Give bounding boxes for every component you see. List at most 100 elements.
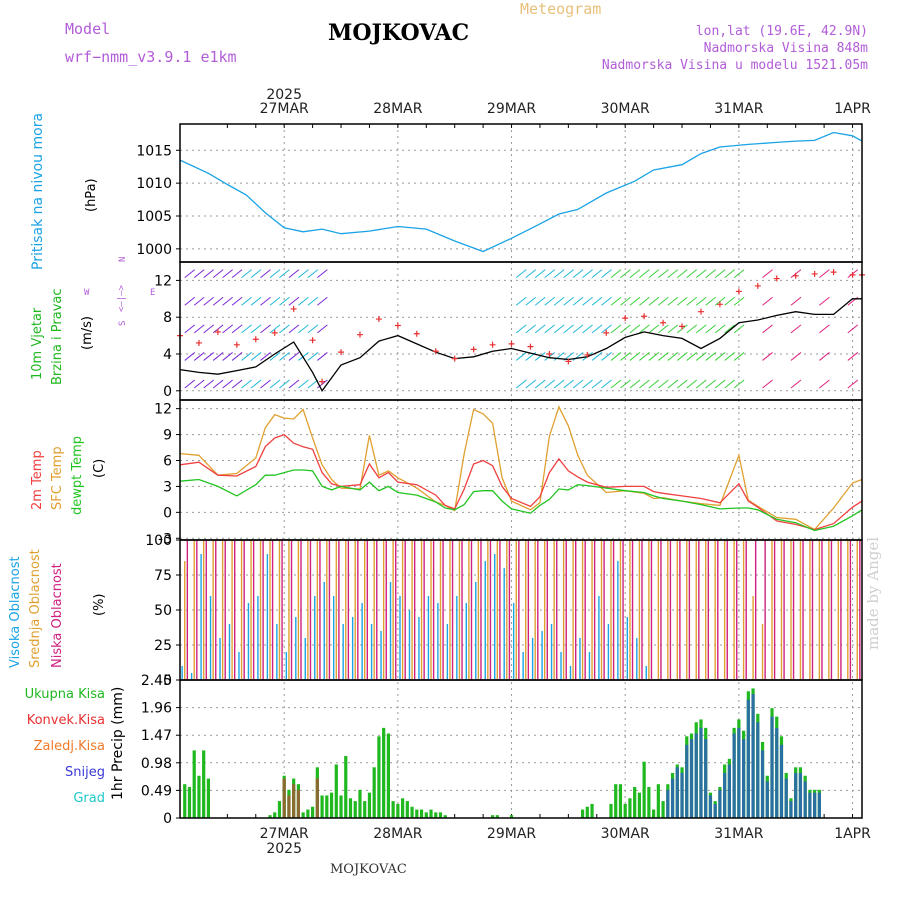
wind-barb bbox=[676, 296, 688, 306]
wind-barb bbox=[744, 297, 754, 305]
gust-marker bbox=[849, 271, 856, 278]
wind-barb bbox=[705, 296, 717, 306]
wind-barb bbox=[667, 296, 679, 306]
precip-bar bbox=[344, 756, 348, 818]
wind-barb bbox=[459, 325, 469, 333]
wind-barb bbox=[403, 297, 413, 305]
precip-bar bbox=[410, 806, 414, 818]
wind-barb bbox=[317, 269, 328, 279]
wind-barb bbox=[733, 379, 745, 389]
wind-barb bbox=[572, 379, 584, 389]
wind-barb bbox=[298, 269, 309, 279]
wind-barb bbox=[507, 380, 517, 388]
wind-barb bbox=[422, 380, 432, 388]
wind-barb bbox=[800, 270, 810, 278]
wind-barb bbox=[497, 270, 507, 278]
wind-barb bbox=[450, 380, 460, 388]
gust-marker bbox=[660, 319, 667, 326]
precip-bar bbox=[334, 764, 338, 818]
wind-barb bbox=[488, 325, 498, 333]
wind-barb bbox=[601, 379, 612, 389]
wind-barb bbox=[384, 380, 394, 388]
wind-barb bbox=[714, 379, 726, 389]
wind-barb bbox=[790, 379, 802, 389]
precip-bar bbox=[268, 815, 272, 818]
wind-barb bbox=[810, 325, 820, 333]
y-tick-label: 0.49 bbox=[141, 783, 172, 799]
wind-barb bbox=[534, 352, 546, 361]
wind-barb bbox=[355, 380, 365, 388]
precip-bar bbox=[490, 815, 495, 818]
wind-barb bbox=[507, 270, 517, 278]
wind-barb bbox=[762, 352, 773, 361]
precip-bar bbox=[415, 809, 419, 818]
wind-barb bbox=[695, 296, 707, 306]
wind-barb bbox=[695, 269, 707, 279]
wind-barb bbox=[298, 324, 309, 334]
precip-bar bbox=[623, 803, 627, 818]
wind-barb bbox=[610, 379, 622, 389]
wind-barb bbox=[384, 270, 394, 278]
snow-bar bbox=[817, 792, 821, 818]
wind-barb bbox=[847, 352, 859, 361]
wind-barb bbox=[648, 269, 660, 279]
gust-marker bbox=[451, 355, 458, 362]
wind-barb bbox=[819, 379, 830, 389]
wind-barb bbox=[705, 269, 717, 279]
gust-marker bbox=[375, 316, 382, 323]
panel-frame bbox=[179, 679, 863, 819]
snow-bar bbox=[765, 781, 769, 818]
wind-barb bbox=[440, 380, 450, 388]
precip-bar bbox=[628, 798, 632, 818]
wind-barb bbox=[753, 380, 763, 388]
wind-barb bbox=[469, 297, 479, 305]
precip-bar bbox=[405, 801, 409, 818]
wind-barb bbox=[744, 380, 754, 388]
wind-barb bbox=[753, 270, 763, 278]
wind-barb bbox=[336, 325, 346, 333]
lonlat-label: lon,lat (19.6E, 42.9N) bbox=[695, 24, 868, 39]
convective-bar bbox=[282, 778, 286, 818]
precip-bar bbox=[614, 784, 618, 818]
wind-barb bbox=[497, 297, 507, 305]
wind-barb bbox=[422, 270, 432, 278]
wind-barb bbox=[714, 324, 726, 334]
wind-barb bbox=[591, 296, 603, 306]
wind-barb bbox=[250, 379, 262, 389]
snow-bar bbox=[808, 792, 812, 818]
gust-marker bbox=[309, 337, 316, 344]
wind-barb bbox=[222, 379, 233, 389]
gust-marker bbox=[195, 339, 202, 346]
snow-bar bbox=[689, 739, 694, 818]
wind-barb bbox=[610, 324, 622, 334]
wind-barb bbox=[620, 269, 631, 279]
wind-barb bbox=[459, 352, 469, 360]
precip-bar bbox=[353, 801, 357, 818]
snow-bar bbox=[746, 699, 750, 818]
wind-barb bbox=[591, 379, 603, 389]
snow-bar bbox=[680, 772, 684, 818]
wind-barb bbox=[544, 324, 555, 334]
top-date-label: 27MAR bbox=[260, 101, 309, 117]
wind-barb bbox=[336, 380, 346, 388]
gust-marker bbox=[214, 328, 221, 335]
bottom-year-label: 2025 bbox=[266, 841, 302, 857]
compass-w: W bbox=[84, 288, 90, 298]
y-tick-label: 0 bbox=[163, 811, 172, 827]
precip-bar bbox=[358, 789, 362, 818]
snow-bar bbox=[798, 772, 803, 818]
wind-barb bbox=[724, 379, 735, 389]
wind-barb bbox=[629, 379, 641, 389]
wind-barb bbox=[563, 324, 574, 334]
wind-barb bbox=[620, 379, 631, 389]
wind-barb bbox=[193, 296, 205, 306]
precip-bar bbox=[580, 809, 585, 818]
wind-barb bbox=[307, 324, 319, 334]
wind-barb bbox=[403, 270, 413, 278]
gust-marker bbox=[830, 269, 837, 276]
gust-marker bbox=[233, 341, 240, 348]
panel-frame bbox=[179, 123, 863, 263]
wind-barb bbox=[288, 296, 300, 306]
wind-barb bbox=[781, 380, 791, 388]
